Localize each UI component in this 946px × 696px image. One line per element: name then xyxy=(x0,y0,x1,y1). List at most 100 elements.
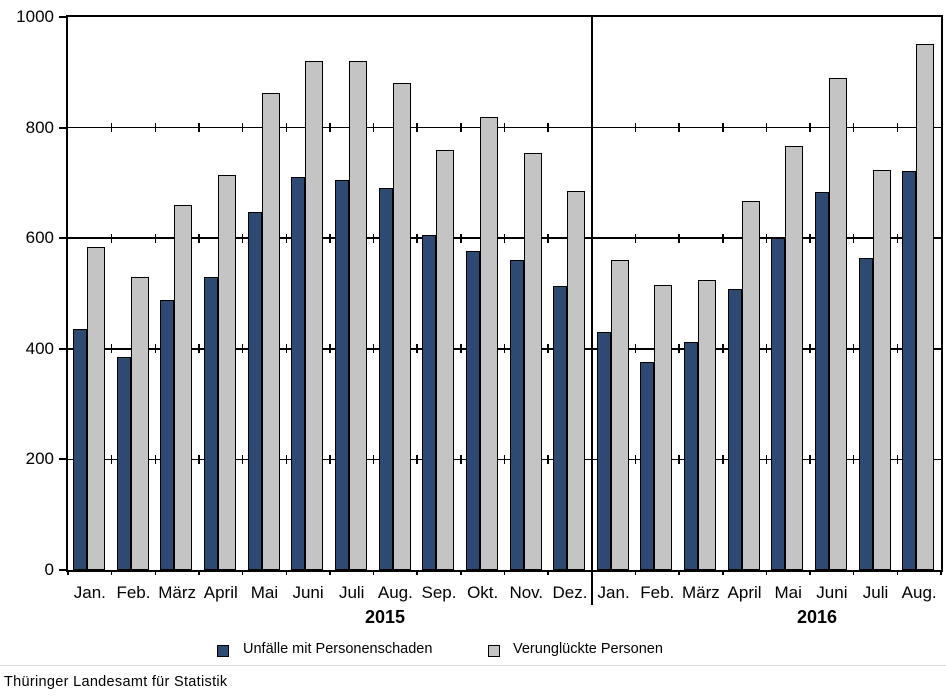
legend-label-verungl: Verunglückte Personen xyxy=(513,641,663,657)
x-tick-label: März xyxy=(682,583,720,602)
x-axis-tick xyxy=(416,570,418,575)
x-axis-tick xyxy=(154,570,157,575)
bar-verunglueckte-11 xyxy=(567,190,586,570)
y-tick-label: 400 xyxy=(25,338,54,358)
year-label-2015: 2015 xyxy=(364,607,406,627)
gridline-category-tick xyxy=(896,233,899,243)
gridline-category-tick xyxy=(329,454,331,464)
gridline-category-tick xyxy=(416,454,418,464)
bar-unfaelle-14 xyxy=(684,342,699,570)
gridline-category-tick xyxy=(241,344,244,354)
gridline-category-tick xyxy=(809,123,811,133)
x-tick-label: Aug. xyxy=(377,583,413,602)
bar-unfaelle-11 xyxy=(553,285,568,570)
bar-unfaelle-0 xyxy=(73,329,87,570)
gridline-category-tick xyxy=(852,344,855,354)
gridline-category-tick xyxy=(285,123,287,133)
x-tick-label: April xyxy=(203,583,238,602)
bar-verunglueckte-5 xyxy=(305,60,324,570)
gridline-category-tick xyxy=(503,233,506,243)
x-tick-label: Sep. xyxy=(421,583,457,602)
x-axis-tick xyxy=(285,570,287,575)
year-separator-line xyxy=(591,17,593,605)
legend-swatch-verungl-icon xyxy=(488,645,500,657)
gridline-category-tick xyxy=(154,454,157,464)
gridline-category-tick xyxy=(852,233,855,243)
bar-verunglueckte-1 xyxy=(130,276,149,570)
gridline-category-tick xyxy=(329,233,331,243)
x-axis-tick xyxy=(896,570,899,575)
bar-verunglueckte-3 xyxy=(217,174,236,570)
bar-unfaelle-16 xyxy=(771,237,786,570)
gridline-category-tick xyxy=(852,454,855,464)
gridline-category-tick xyxy=(372,344,375,354)
bar-verunglueckte-16 xyxy=(785,146,804,570)
x-axis-tick xyxy=(198,570,200,575)
x-axis-tick xyxy=(503,570,506,575)
x-tick-label: Aug. xyxy=(901,583,937,602)
x-axis-tick xyxy=(241,570,244,575)
bar-unfaelle-7 xyxy=(378,188,393,570)
gridline-category-tick xyxy=(547,454,549,464)
year-label-2016: 2016 xyxy=(796,607,838,627)
bar-unfaelle-13 xyxy=(640,361,655,570)
bar-verunglueckte-14 xyxy=(698,279,717,570)
bar-unfaelle-3 xyxy=(203,276,218,570)
gridline-category-tick xyxy=(722,344,724,354)
x-axis-tick xyxy=(678,570,680,575)
gridline-category-tick xyxy=(198,123,200,133)
gridline-category-tick xyxy=(765,123,768,133)
gridline-category-tick xyxy=(722,233,724,243)
bar-unfaelle-12 xyxy=(596,332,611,570)
gridline-category-tick xyxy=(547,233,549,243)
gridline-category-tick xyxy=(722,123,724,133)
gridline-category-tick xyxy=(634,233,637,243)
gridline-category-tick xyxy=(809,454,811,464)
y-tick-label: 1000 xyxy=(16,7,54,26)
x-axis-tick xyxy=(852,570,855,575)
gridline-category-tick xyxy=(678,123,680,133)
y-axis-tick xyxy=(59,16,66,18)
gridline-category-tick xyxy=(547,344,549,354)
gridline-category-tick xyxy=(285,454,287,464)
y-tick-label: 600 xyxy=(25,228,54,248)
bar-unfaelle-8 xyxy=(422,234,437,570)
x-axis-tick xyxy=(765,570,768,575)
y-axis-tick xyxy=(59,569,66,571)
gridline-category-tick xyxy=(241,454,244,464)
gridline-category-tick xyxy=(460,233,462,243)
bar-verunglueckte-9 xyxy=(479,117,498,570)
bar-unfaelle-1 xyxy=(116,357,131,570)
x-tick-label: März xyxy=(158,583,197,602)
bar-unfaelle-19 xyxy=(902,171,917,570)
gridline-category-tick xyxy=(722,454,724,464)
gridline-category-tick xyxy=(460,454,462,464)
y-axis-tick xyxy=(59,126,66,129)
gridline-category-tick xyxy=(460,344,462,354)
x-axis-tick xyxy=(67,570,69,575)
gridline-category-tick xyxy=(809,233,811,243)
bar-verunglueckte-10 xyxy=(523,152,542,570)
bar-verunglueckte-8 xyxy=(436,150,455,570)
gridline-category-tick xyxy=(241,123,244,133)
x-tick-label: Feb. xyxy=(640,583,675,602)
legend-swatch-unfaelle-icon xyxy=(217,645,229,657)
gridline-category-tick xyxy=(678,233,680,243)
legend: Unfälle mit Personenschaden Verunglückte… xyxy=(0,640,946,662)
gridline-category-tick xyxy=(503,123,506,133)
bar-unfaelle-17 xyxy=(815,191,830,570)
gridline-category-tick xyxy=(285,344,287,354)
gridline-category-tick xyxy=(634,454,637,464)
gridline-category-tick xyxy=(765,454,768,464)
gridline-category-tick xyxy=(503,344,506,354)
gridline-category-tick xyxy=(198,454,200,464)
legend-label-unfaelle: Unfälle mit Personenschaden xyxy=(243,641,433,657)
x-tick-label: April xyxy=(727,583,762,602)
gridline-category-tick xyxy=(154,233,157,243)
gridline-category-tick xyxy=(896,454,899,464)
x-axis-tick xyxy=(634,570,637,575)
gridline-category-tick xyxy=(896,344,899,354)
bar-unfaelle-5 xyxy=(291,177,306,570)
x-tick-label: Dez. xyxy=(552,583,588,602)
